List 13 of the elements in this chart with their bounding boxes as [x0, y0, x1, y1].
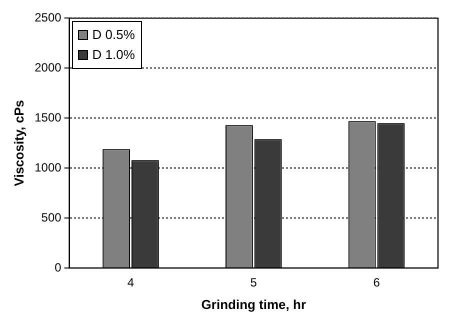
y-axis-title: Viscosity, cPs — [11, 100, 26, 186]
x-tick-label: 6 — [373, 276, 380, 290]
legend-label: D 1.0% — [92, 46, 135, 64]
y-tick-label: 2500 — [34, 10, 62, 25]
legend-label: D 0.5% — [92, 26, 135, 44]
x-axis-title: Grinding time, hr — [201, 296, 306, 312]
y-tick-label: 0 — [54, 260, 62, 274]
y-tick-label: 1500 — [34, 110, 62, 124]
y-tick-label: 1000 — [34, 160, 62, 174]
x-tick-label: 4 — [127, 276, 134, 290]
y-tick-label: 2000 — [34, 60, 62, 74]
x-tick-label: 5 — [250, 276, 258, 290]
y-tick-label: 500 — [41, 210, 62, 224]
